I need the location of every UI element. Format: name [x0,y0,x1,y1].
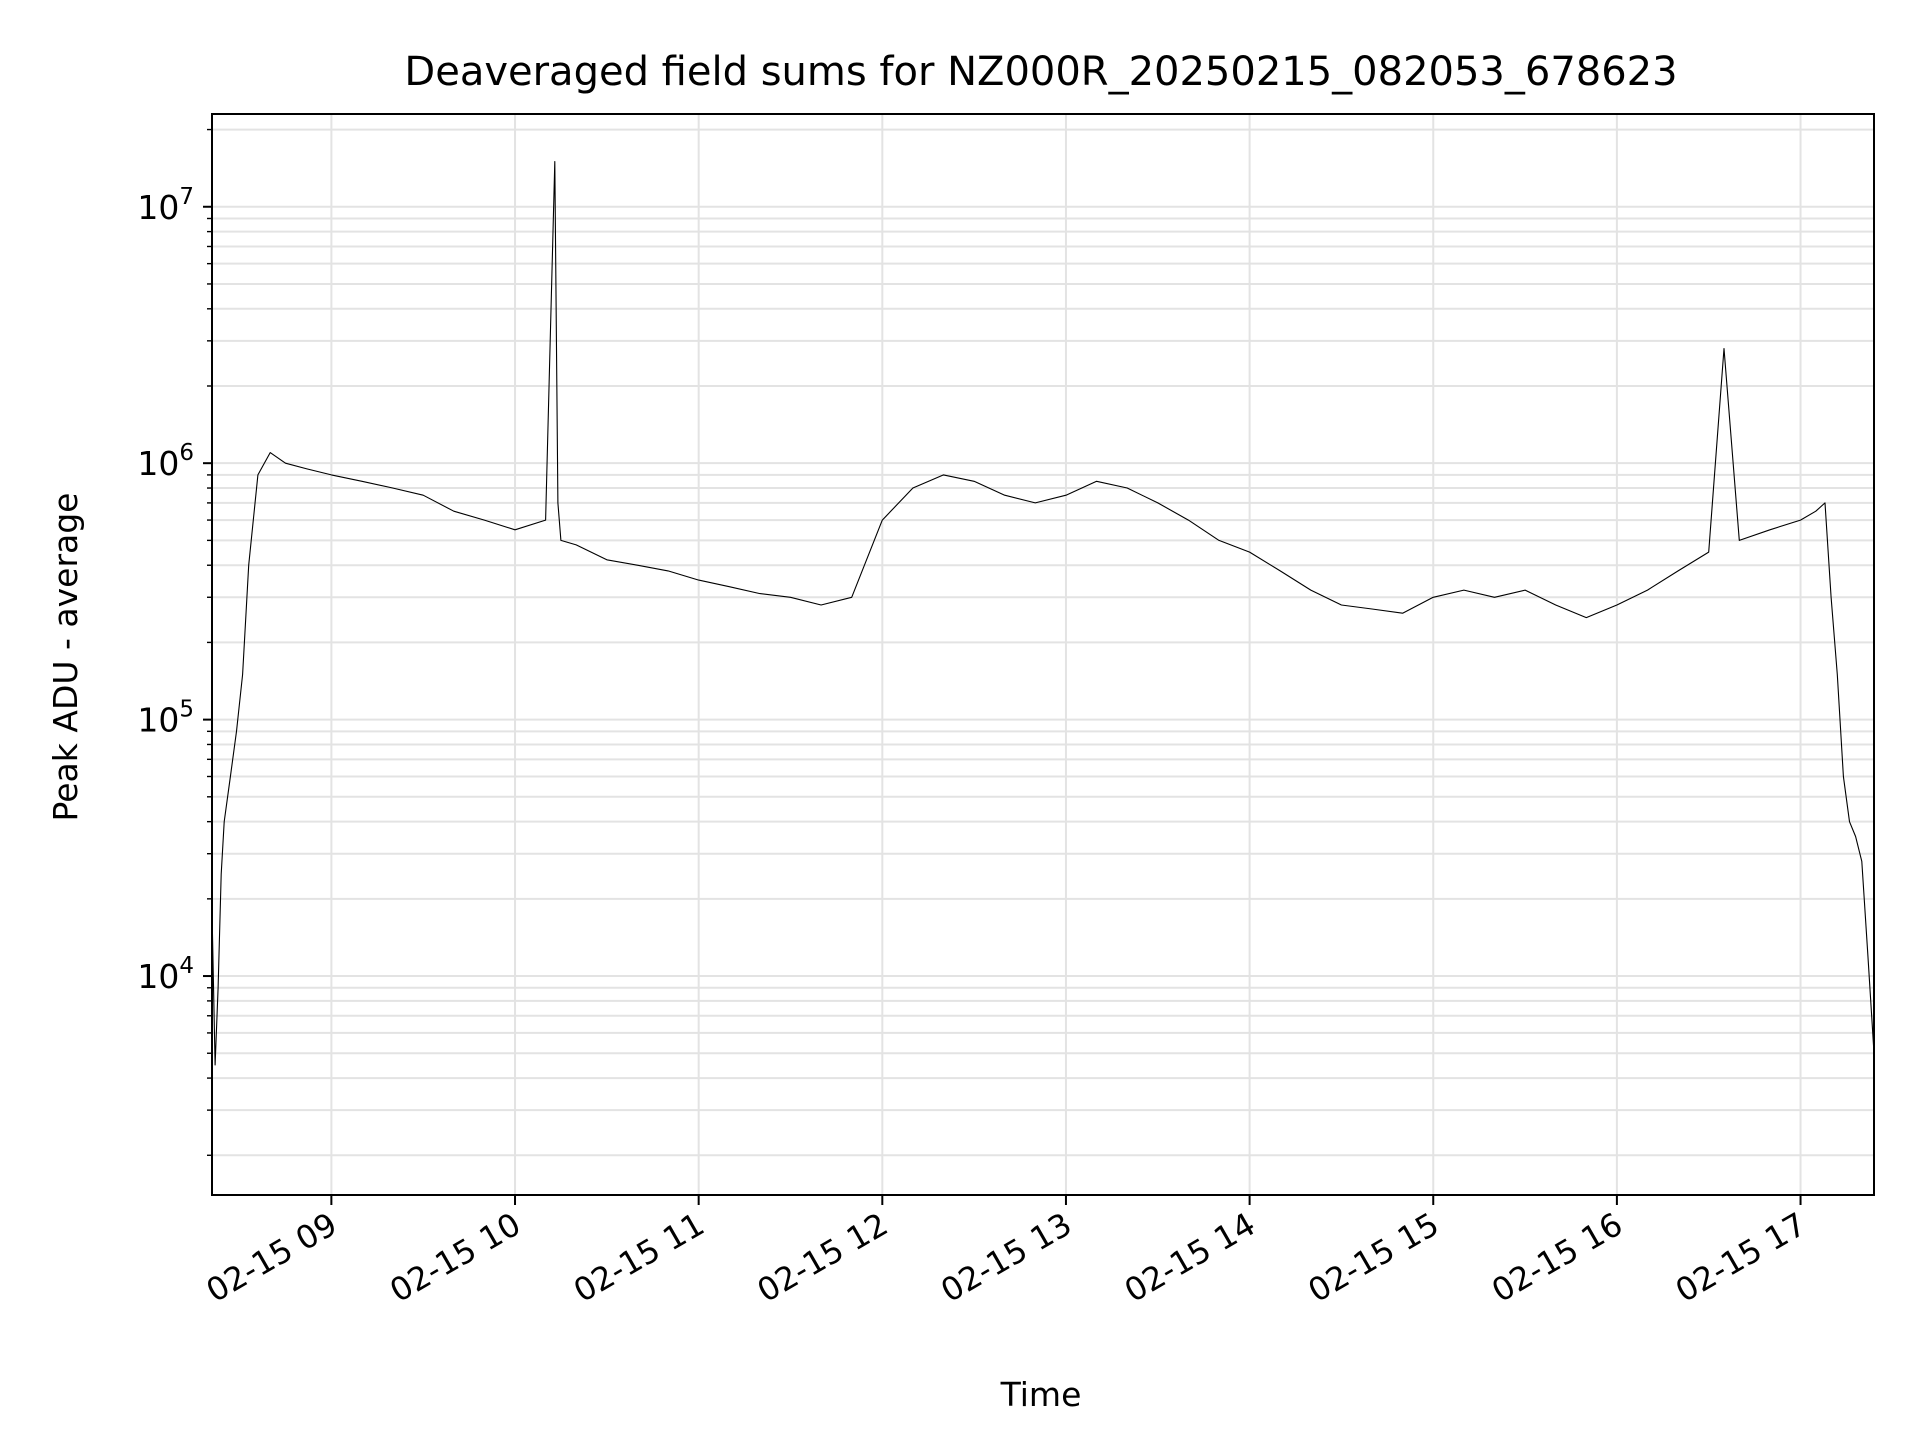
x-tick-label: 02-15 12 [751,1205,895,1310]
x-axis-label: Time [1000,1375,1082,1414]
x-tick-label: 02-15 16 [1485,1205,1629,1310]
y-tick-label: 106 [137,440,194,483]
horizontal-gridlines [212,128,1874,1157]
vertical-gridlines [330,114,1802,1195]
y-axis-label: Peak ADU - average [46,493,85,822]
x-tick-label: 02-15 14 [1118,1205,1262,1310]
y-tick-label: 105 [137,697,194,740]
x-tick-label: 02-15 09 [200,1205,344,1310]
x-axis-ticks: 02-15 09 02-15 10 02-15 11 02-15 12 02-15 13… [200,1195,1813,1310]
y-tick-label: 107 [137,184,194,227]
y-tick-label: 104 [137,953,194,996]
x-tick-label: 02-15 15 [1302,1205,1446,1310]
x-tick-label: 02-15 17 [1669,1205,1813,1310]
x-tick-label: 02-15 11 [567,1205,711,1310]
x-tick-label: 02-15 13 [934,1205,1078,1310]
series-line [211,161,1875,1066]
y-axis-ticks: 104 105 106 107 [137,128,212,1156]
x-tick-label: 02-15 10 [383,1205,527,1310]
plot-frame [211,113,1875,1196]
chart-title: Deaveraged field sums for NZ000R_2025021… [404,49,1677,95]
